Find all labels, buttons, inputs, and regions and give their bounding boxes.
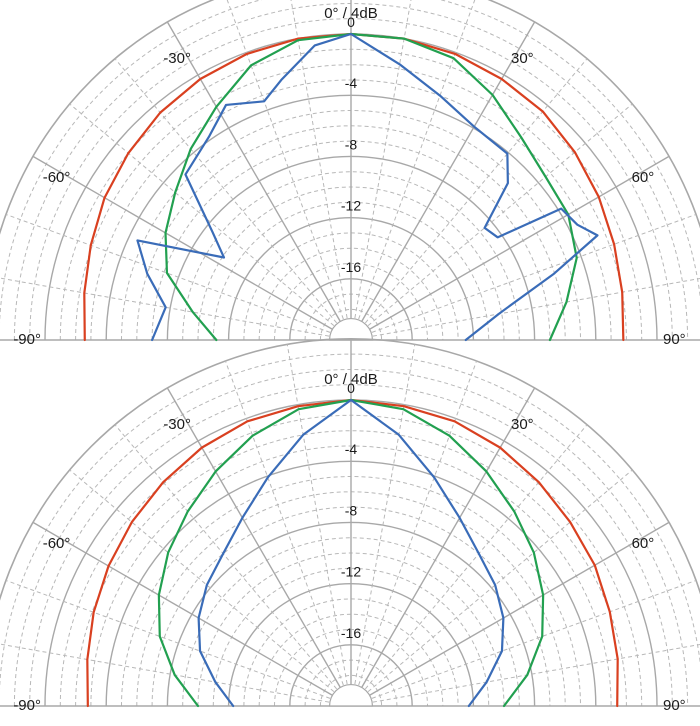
minor-spoke — [224, 360, 347, 692]
angle-label: -90° — [13, 697, 41, 714]
angle-label: 30° — [511, 50, 534, 67]
major-spoke — [32, 521, 339, 699]
minor-spoke — [114, 424, 342, 695]
minor-spoke — [286, 344, 349, 692]
radial-label: -4 — [345, 75, 358, 91]
radial-label: -8 — [345, 136, 358, 152]
angle-label: -30° — [163, 416, 191, 433]
minor-spoke — [360, 58, 588, 329]
major-spoke — [32, 155, 339, 333]
minor-spoke — [290, 0, 349, 326]
major-spoke — [166, 387, 344, 694]
angle-label: -60° — [43, 169, 71, 186]
radial-label: -12 — [341, 198, 361, 214]
minor-ring — [151, 506, 551, 707]
angle-label: -60° — [43, 535, 71, 552]
minor-spoke — [365, 213, 697, 336]
minor-spoke — [362, 469, 633, 697]
minor-spoke — [365, 277, 700, 338]
minor-spoke — [365, 579, 697, 702]
radial-label: -12 — [341, 564, 361, 580]
minor-spoke — [360, 424, 588, 695]
major-ring — [0, 0, 700, 236]
polar-plot-top: 0° / 4dB -90° -60° -30° 30° 60° 90° 0 -4 -8 -12 -16 — [0, 0, 700, 348]
minor-ring — [0, 0, 700, 324]
minor-spoke — [353, 344, 416, 692]
radial-label: -16 — [341, 259, 361, 275]
radial-label: -4 — [345, 441, 358, 457]
angle-label: 90° — [663, 697, 686, 714]
minor-spoke — [353, 0, 412, 326]
angle-label: 60° — [632, 535, 655, 552]
minor-ring — [182, 537, 520, 707]
center-disc — [328, 683, 374, 707]
minor-spoke — [0, 277, 337, 338]
minor-ring — [182, 171, 520, 341]
polar-plot-bottom: 0° / 4dB -90° -60° -30° 30° 60° 90° 0 -4 -8 -12 -16 — [0, 338, 700, 714]
minor-ring — [0, 353, 700, 690]
radial-label: 0 — [347, 380, 355, 396]
radial-label: 0 — [347, 14, 355, 30]
minor-ring — [212, 201, 490, 341]
series-line-2 — [136, 32, 599, 342]
minor-spoke — [5, 579, 337, 702]
angle-label: -90° — [13, 331, 41, 348]
minor-ring — [75, 64, 627, 341]
plot-title: 0° / 4dB — [324, 5, 378, 22]
minor-spoke — [365, 643, 700, 704]
minor-spoke — [0, 643, 337, 704]
series-line-2 — [197, 398, 505, 708]
radial-label: -16 — [341, 625, 361, 641]
minor-spoke — [114, 58, 342, 329]
angle-label: 30° — [511, 416, 534, 433]
angle-label: -30° — [163, 50, 191, 67]
series-line-1 — [164, 32, 578, 342]
radial-label: -8 — [345, 502, 358, 518]
minor-spoke — [226, 0, 347, 326]
minor-spoke — [355, 360, 478, 692]
center-disc — [328, 317, 374, 341]
major-spoke — [166, 21, 344, 328]
minor-spoke — [362, 103, 633, 331]
minor-ring — [212, 567, 490, 707]
minor-spoke — [69, 469, 340, 697]
minor-spoke — [355, 0, 476, 326]
major-spoke — [363, 155, 670, 333]
angle-label: 90° — [663, 331, 686, 348]
angle-label: 60° — [632, 169, 655, 186]
polar-grid — [0, 0, 700, 341]
minor-ring — [75, 430, 627, 707]
major-spoke — [358, 387, 536, 694]
minor-spoke — [5, 213, 337, 336]
plot-title: 0° / 4dB — [324, 371, 378, 388]
major-spoke — [363, 521, 670, 699]
major-spoke — [358, 21, 536, 328]
minor-ring — [151, 140, 551, 341]
